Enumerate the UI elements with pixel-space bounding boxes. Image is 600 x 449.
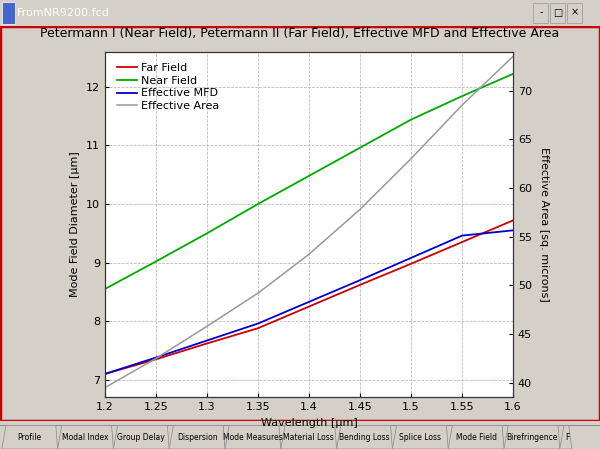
Polygon shape [337, 425, 392, 449]
Bar [533, 3, 548, 23]
Y-axis label: Mode Field Diameter [μm]: Mode Field Diameter [μm] [70, 152, 80, 297]
Text: □: □ [553, 8, 562, 18]
Polygon shape [225, 425, 281, 449]
Text: Modal Index: Modal Index [62, 433, 109, 442]
Polygon shape [113, 425, 169, 449]
Text: Profile: Profile [17, 433, 42, 442]
Polygon shape [448, 425, 504, 449]
Text: Mode Measures: Mode Measures [223, 433, 283, 442]
Bar [2, 2, 15, 24]
Text: Material Loss: Material Loss [283, 433, 334, 442]
Text: F: F [565, 433, 569, 442]
Polygon shape [169, 425, 225, 449]
Polygon shape [392, 425, 448, 449]
Legend: Far Field, Near Field, Effective MFD, Effective Area: Far Field, Near Field, Effective MFD, Ef… [115, 61, 222, 114]
Polygon shape [2, 425, 58, 449]
Polygon shape [560, 425, 572, 449]
Bar [550, 3, 565, 23]
Text: Splice Loss: Splice Loss [400, 433, 442, 442]
Text: Petermann I (Near Field), Petermann II (Far Field), Effective MFD and Effective : Petermann I (Near Field), Petermann II (… [40, 27, 560, 40]
Text: ×: × [571, 8, 578, 18]
Text: Mode Field: Mode Field [455, 433, 497, 442]
Bar [567, 3, 582, 23]
Text: Birefringence: Birefringence [506, 433, 557, 442]
Text: Bending Loss: Bending Loss [339, 433, 390, 442]
Polygon shape [58, 425, 113, 449]
X-axis label: Wavelength [μm]: Wavelength [μm] [260, 418, 358, 428]
Text: FromNR9200.fcd: FromNR9200.fcd [17, 8, 110, 18]
Text: Group Delay: Group Delay [118, 433, 165, 442]
Polygon shape [281, 425, 337, 449]
Y-axis label: Effective Area [sq. microns]: Effective Area [sq. microns] [539, 147, 548, 302]
Text: -: - [539, 8, 542, 18]
Polygon shape [504, 425, 560, 449]
Text: Dispersion: Dispersion [177, 433, 217, 442]
